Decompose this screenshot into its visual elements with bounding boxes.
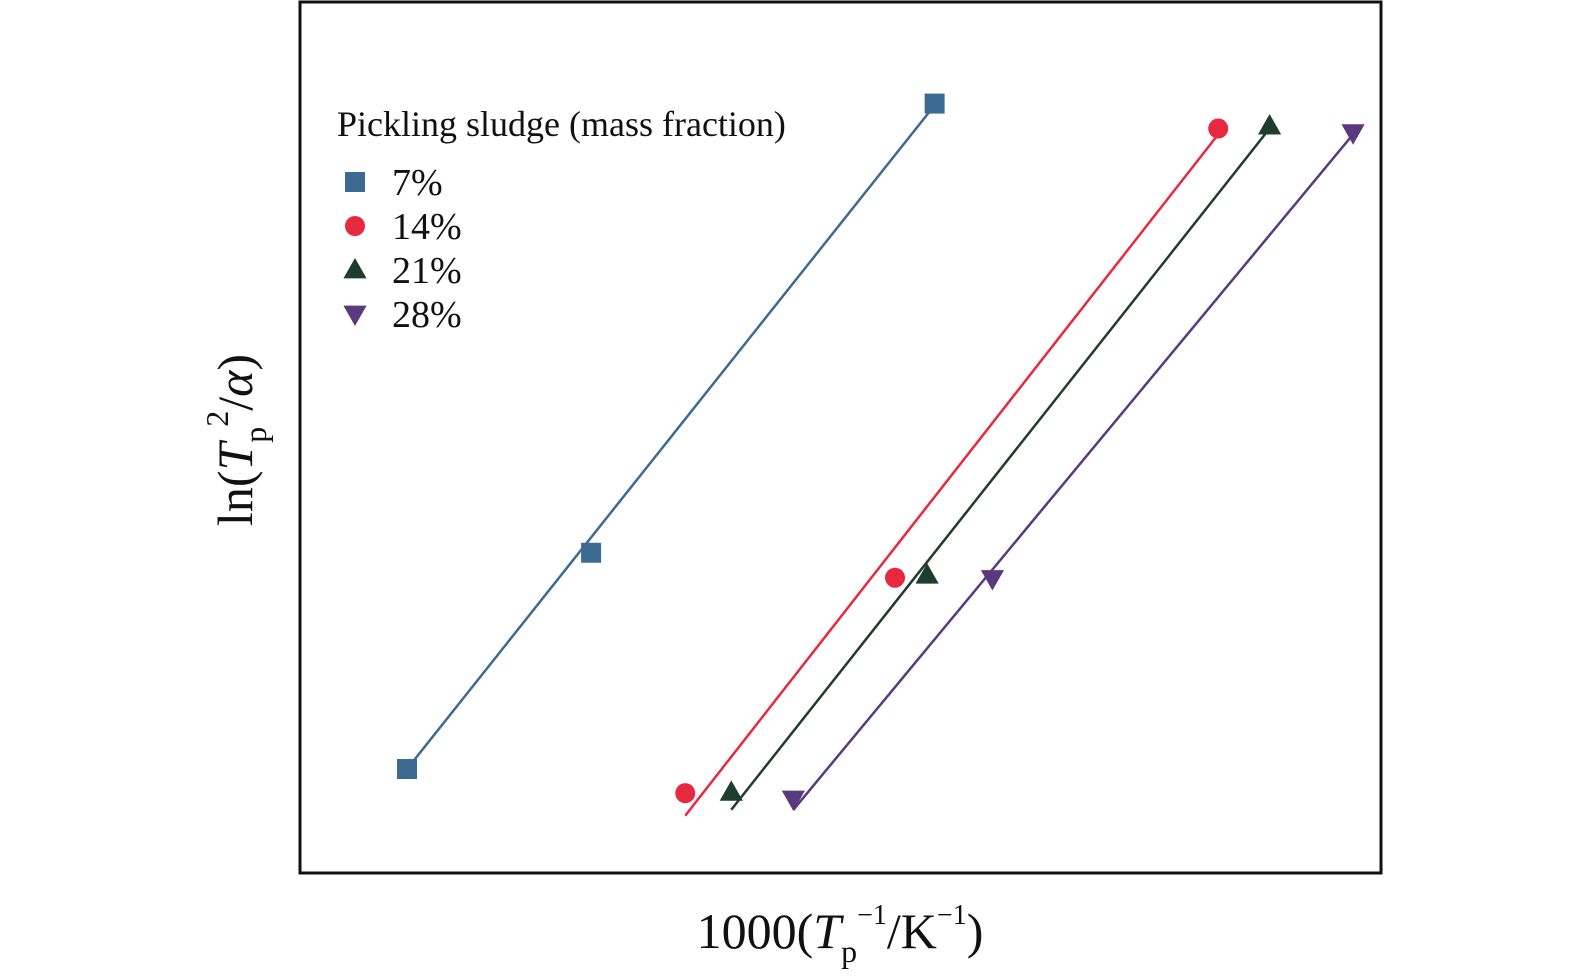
legend-marker-21-pct: [343, 258, 367, 279]
legend-marker-7-pct: [345, 172, 365, 192]
point-28-pct-3: [1341, 124, 1365, 145]
point-28-pct-1: [781, 790, 805, 811]
fit-lines: [406, 104, 1355, 817]
plot-frame: [298, 0, 1383, 875]
legend: Pickling sludge (mass fraction) 7%14%21%…: [337, 104, 786, 336]
point-21-pct-1: [719, 780, 743, 801]
point-21-pct-3: [1257, 114, 1282, 135]
data-points: [397, 93, 1365, 811]
point-14-pct-2: [885, 567, 906, 588]
fit-line-14-pct: [684, 133, 1220, 817]
legend-label-21-pct: 21%: [392, 250, 462, 292]
legend-label-28-pct: 28%: [392, 294, 462, 336]
point-28-pct-2: [980, 570, 1005, 591]
point-7-pct-2: [581, 542, 602, 563]
point-14-pct-3: [1208, 118, 1229, 139]
x-axis-label: 1000(Tp−1/K−1): [697, 900, 984, 969]
fit-line-28-pct: [792, 133, 1355, 811]
point-21-pct-2: [915, 563, 939, 584]
legend-items: 7%14%21%28%: [343, 162, 462, 336]
legend-marker-28-pct: [343, 305, 367, 326]
point-14-pct-1: [675, 783, 696, 804]
y-axis-label: ln(Tp2/α): [199, 354, 273, 526]
legend-label-14-pct: 14%: [392, 206, 462, 248]
legend-label-7-pct: 7%: [392, 162, 443, 204]
legend-title: Pickling sludge (mass fraction): [337, 104, 786, 144]
point-7-pct-1: [397, 759, 418, 780]
legend-marker-14-pct: [345, 216, 365, 236]
fit-line-7-pct: [406, 104, 936, 770]
point-7-pct-3: [924, 93, 945, 114]
fit-line-21-pct: [730, 127, 1271, 811]
